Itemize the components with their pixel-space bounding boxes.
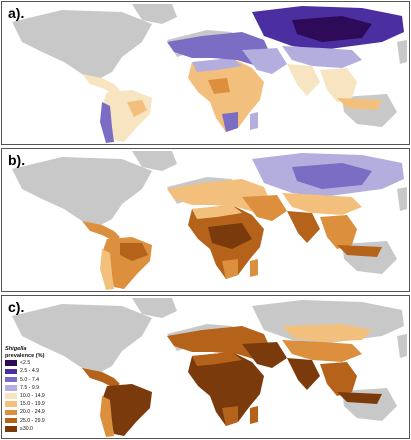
world-map-a	[12, 4, 407, 143]
legend-label: 20.0 - 24.9	[20, 409, 45, 416]
legend-item: <2.5	[5, 359, 67, 367]
africa-c	[188, 352, 264, 426]
legend-label: 15.0 - 19.9	[20, 401, 45, 408]
eurasia-b	[167, 179, 287, 221]
world-map-b	[12, 151, 407, 290]
russia-asia-b	[252, 153, 404, 215]
legend-item: 20.0 - 24.9	[5, 408, 67, 416]
eurasia-a	[167, 32, 287, 74]
legend-label: 5.0 - 7.4	[20, 376, 40, 383]
africa-b	[188, 205, 264, 279]
map-panel-c: c).	[1, 295, 410, 439]
legend-item: 25.0 - 29.9	[5, 417, 67, 425]
legend-label: 25.0 - 29.9	[20, 417, 45, 424]
legend-swatch	[5, 376, 17, 383]
legend-title: Shigella prevalence (%)	[5, 346, 67, 359]
africa-a	[188, 58, 264, 132]
legend-swatch	[5, 417, 17, 424]
legend-swatch	[5, 368, 17, 375]
legend-swatch	[5, 360, 17, 367]
legend-title-organism: Shigella	[5, 346, 27, 352]
legend-item: ≥30.0	[5, 425, 67, 433]
legend-item: 7.5 - 9.9	[5, 384, 67, 392]
legend-item: 2.5 - 4.9	[5, 367, 67, 375]
legend-swatch	[5, 425, 17, 432]
legend-label: 7.5 - 9.9	[20, 384, 40, 391]
eurasia-c	[167, 326, 287, 368]
world-map-c	[12, 298, 407, 437]
legend-label: 2.5 - 4.9	[20, 368, 40, 375]
russia-asia-a	[252, 6, 404, 68]
latin-america-b	[82, 221, 152, 290]
legend-items: <2.5 2.5 - 4.9 5.0 - 7.4 7.5 - 9.9 10.0 - 14…	[5, 359, 67, 433]
south-asia-c	[250, 358, 382, 424]
latin-america-c	[82, 368, 152, 437]
russia-asia-c	[252, 300, 404, 362]
legend-item: 15.0 - 19.9	[5, 400, 67, 408]
south-asia-b	[250, 211, 382, 277]
legend-swatch	[5, 385, 17, 391]
panel-label-b: b).	[8, 152, 26, 168]
legend: Shigella prevalence (%) <2.5 2.5 - 4.9 5.0…	[5, 346, 67, 433]
panel-label-a: a).	[8, 5, 25, 21]
legend-swatch	[5, 409, 17, 416]
latin-america-a	[82, 74, 152, 143]
legend-label: 10.0 - 14.9	[20, 393, 45, 400]
legend-label: ≥30.0	[20, 425, 33, 432]
legend-swatch	[5, 401, 17, 408]
map-panel-b: b).	[1, 148, 410, 292]
legend-title-measure: prevalence (%)	[5, 352, 45, 359]
south-asia-a	[250, 64, 382, 130]
legend-item: 10.0 - 14.9	[5, 392, 67, 400]
panel-label-c: c).	[8, 299, 25, 315]
legend-label: <2.5	[20, 360, 31, 367]
legend-item: 5.0 - 7.4	[5, 376, 67, 384]
map-panel-a: a).	[1, 1, 410, 145]
legend-swatch	[5, 393, 17, 399]
